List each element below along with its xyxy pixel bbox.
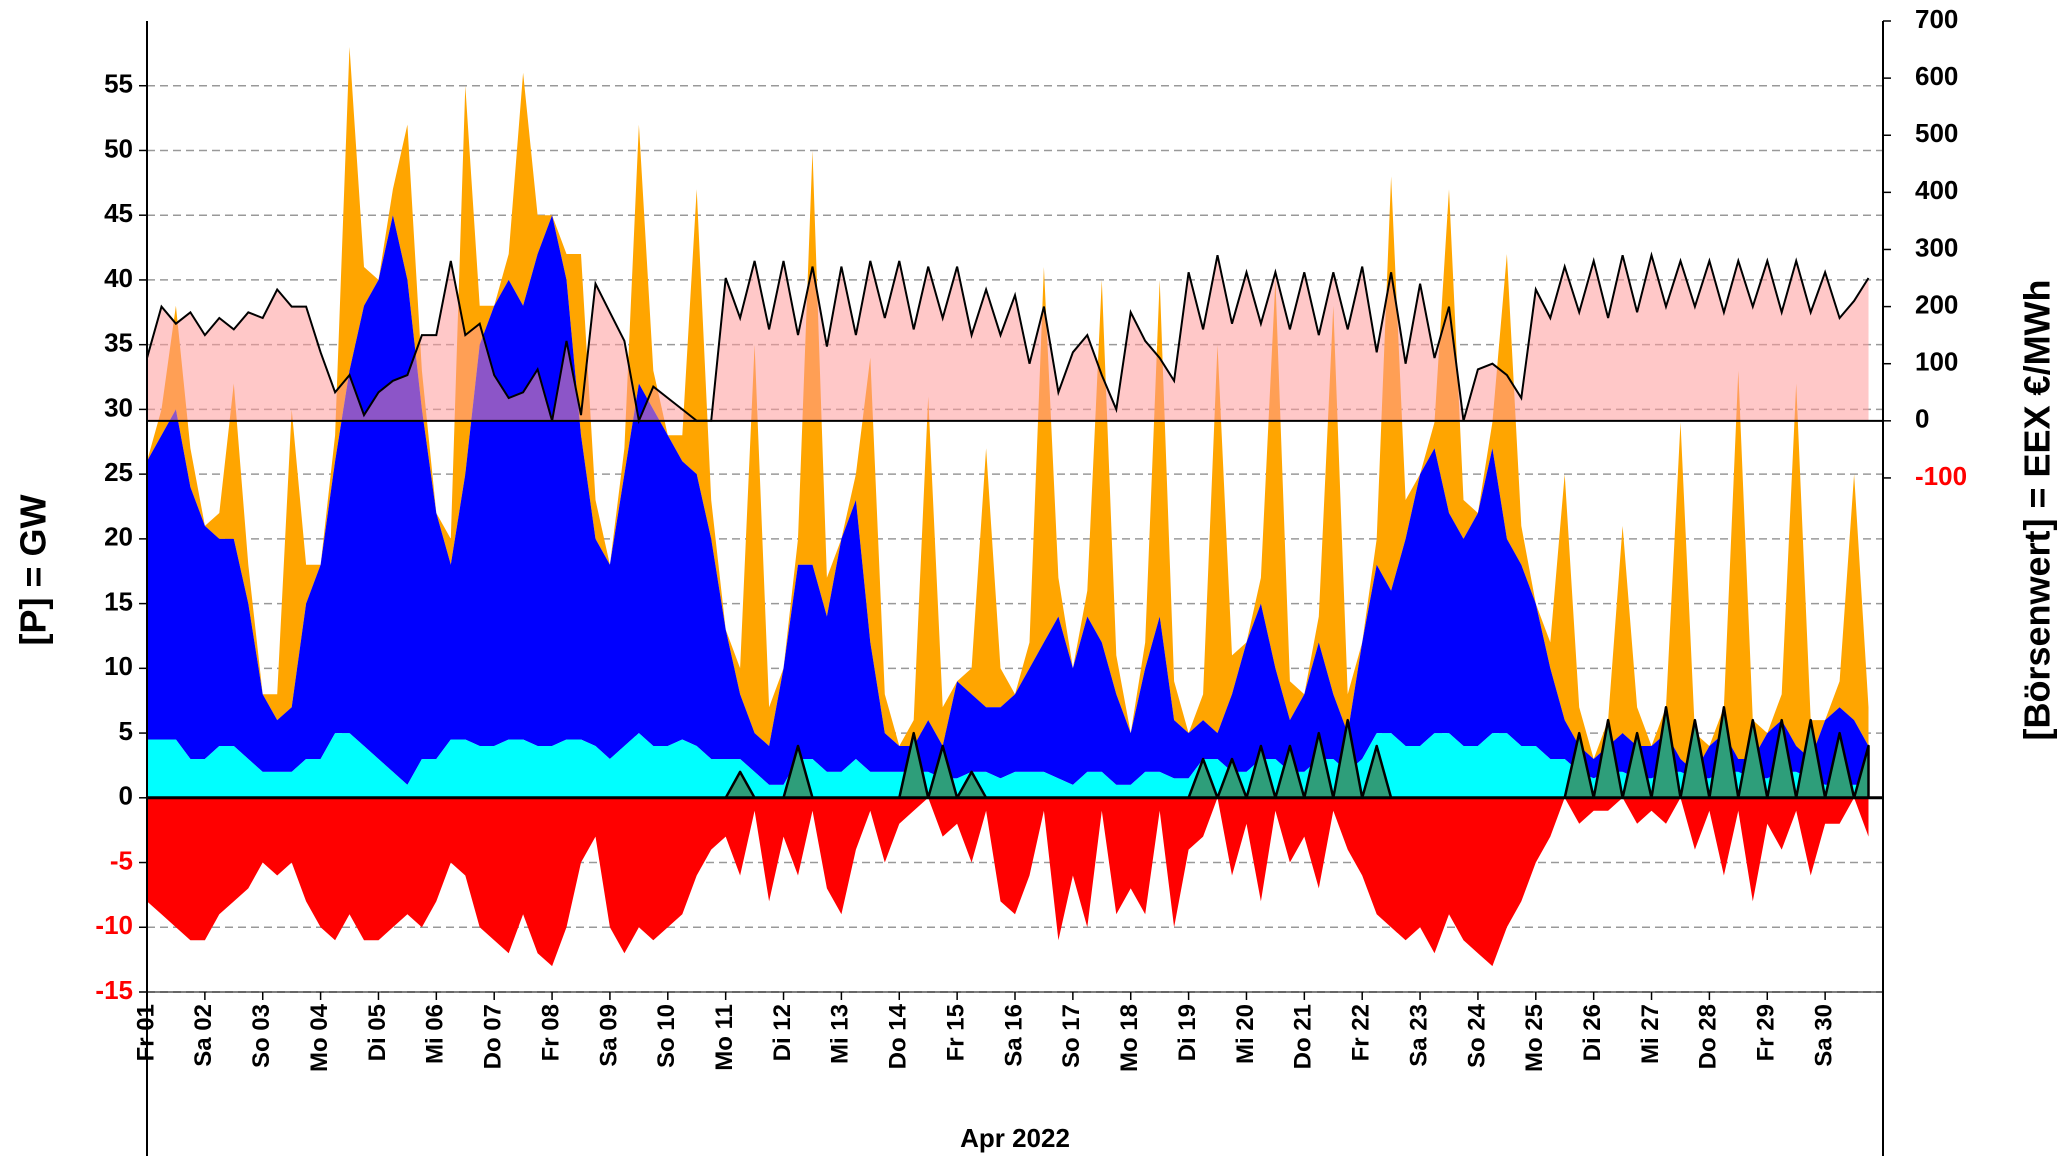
x-tick-label: Di 26 xyxy=(1579,1004,1606,1061)
x-tick-label: Mi 20 xyxy=(1232,1004,1259,1064)
x-tick-label: So 03 xyxy=(248,1004,275,1068)
y2-tick-label: 400 xyxy=(1915,175,1958,205)
x-tick-label: Di 19 xyxy=(1174,1004,1201,1061)
x-tick-label: Mo 11 xyxy=(711,1004,738,1071)
x-tick-label: Fr 22 xyxy=(1348,1004,1375,1061)
x-tick-label: Fr 08 xyxy=(537,1004,564,1061)
price-fill xyxy=(147,255,1869,421)
y-tick-label: 35 xyxy=(104,328,133,358)
y2-tick-label: 0 xyxy=(1915,404,1929,434)
y2-axis-title: [Börsenwert] = EEX €/MWh xyxy=(2017,279,2058,740)
y-tick-label: 40 xyxy=(104,263,133,293)
y-tick-label: 20 xyxy=(104,522,133,552)
area xyxy=(147,215,1869,785)
area xyxy=(147,733,1869,798)
y-axis-title: [P] = GW xyxy=(13,494,54,645)
x-tick-label: Mi 06 xyxy=(422,1004,449,1064)
y-tick-label: -15 xyxy=(95,975,133,1005)
x-tick-label: Mo 25 xyxy=(1521,1004,1548,1072)
y2-tick-label: 100 xyxy=(1915,347,1958,377)
x-tick-label: Mi 13 xyxy=(827,1004,854,1064)
y2-tick-label: 200 xyxy=(1915,289,1958,319)
price-line xyxy=(146,251,1870,425)
x-tick-label: Fr 29 xyxy=(1753,1004,1780,1061)
y2-tick-label: 300 xyxy=(1915,232,1958,262)
y-tick-label: 15 xyxy=(104,586,133,616)
x-tick-label: Sa 30 xyxy=(1810,1004,1837,1067)
x-tick-label: So 17 xyxy=(1058,1004,1085,1068)
y-tick-label: -10 xyxy=(95,910,133,940)
y-tick-label: 5 xyxy=(119,716,133,746)
y2-tick-label: 700 xyxy=(1915,4,1958,34)
x-tick-label: So 24 xyxy=(1463,1003,1490,1068)
x-tick-label: Do 28 xyxy=(1695,1004,1722,1069)
y2-tick-label: 500 xyxy=(1915,118,1958,148)
x-tick-label: Mo 04 xyxy=(306,1003,333,1072)
x-tick-label: Di 12 xyxy=(769,1004,796,1061)
x-tick-label: Sa 23 xyxy=(1405,1004,1432,1067)
x-tick-label: Do 07 xyxy=(480,1004,507,1069)
x-tick-label: So 10 xyxy=(653,1004,680,1068)
x-tick-label: Do 21 xyxy=(1290,1004,1317,1069)
y2-tick-label: 600 xyxy=(1915,61,1958,91)
x-tick-label: Mi 27 xyxy=(1637,1004,1664,1064)
area xyxy=(147,797,1869,967)
x-tick-label: Mo 18 xyxy=(1116,1004,1143,1072)
y-tick-label: -5 xyxy=(110,845,133,875)
y-tick-label: 50 xyxy=(104,133,133,163)
x-tick-label: Do 14 xyxy=(885,1003,912,1069)
y-tick-label: 0 xyxy=(119,781,133,811)
x-axis-title: Apr 2022 xyxy=(960,1123,1070,1153)
y-tick-label: 55 xyxy=(104,69,133,99)
x-tick-label: Sa 16 xyxy=(1000,1004,1027,1067)
x-tick-label: Sa 02 xyxy=(190,1004,217,1067)
x-tick-label: Fr 01 xyxy=(132,1004,159,1061)
y-tick-label: 10 xyxy=(104,651,133,681)
x-tick-label: Sa 09 xyxy=(595,1004,622,1067)
x-tick-label: Fr 15 xyxy=(942,1004,969,1061)
y-tick-label: 30 xyxy=(104,392,133,422)
y-tick-label: 45 xyxy=(104,198,133,228)
x-tick-label: Di 05 xyxy=(364,1004,391,1061)
y-tick-label: 25 xyxy=(104,457,133,487)
y2-tick-label: -100 xyxy=(1915,461,1967,491)
